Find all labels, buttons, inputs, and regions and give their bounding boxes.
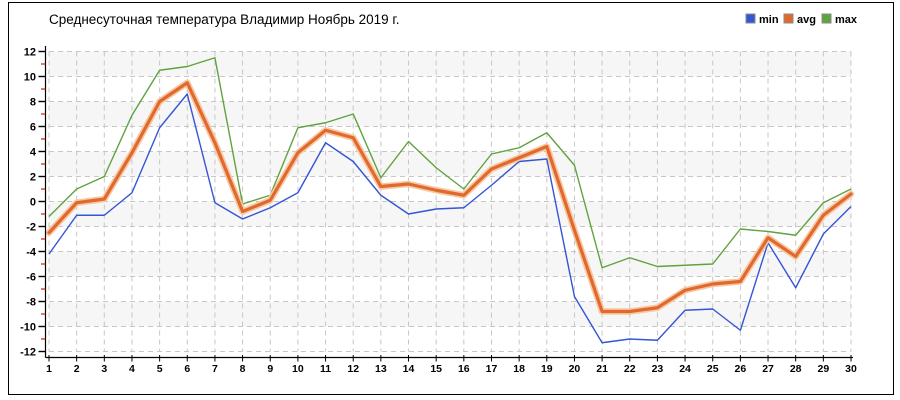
legend-swatch-min [745,13,756,24]
x-tick-label: 22 [624,363,636,375]
x-tick-label: 5 [157,363,163,375]
x-tick-label: 11 [320,363,331,375]
plot-band [49,201,851,227]
x-tick-label: 23 [652,363,664,375]
x-tick-label: 13 [375,363,387,375]
x-tick-label: 28 [790,363,802,375]
x-tick-label: 25 [707,363,719,375]
y-tick-label: 6 [30,122,36,134]
x-tick-label: 9 [267,363,273,375]
legend-item-max[interactable]: max [821,13,858,26]
x-tick-label: 18 [513,363,525,375]
legend: min avg max [745,13,858,26]
series-avg-line [47,81,853,314]
x-tick-label: 16 [458,363,470,375]
x-tick-label: 20 [569,363,581,375]
x-tick-label: 8 [240,363,246,375]
y-tick-label: -4 [26,247,37,259]
x-tick-label: 3 [101,363,107,375]
series-min-line [48,93,852,344]
x-tick-label: 6 [184,363,190,375]
y-tick-label: 2 [30,172,36,184]
x-tick-label: 12 [347,363,359,375]
series-max-line [48,57,852,269]
y-tick-label: 10 [24,72,36,84]
x-tick-label: 7 [212,363,218,375]
x-tick-label: 30 [845,363,857,375]
legend-swatch-avg [783,13,794,24]
y-tick-label: 12 [24,47,36,59]
x-tick-label: 24 [679,363,691,375]
x-tick-label: 10 [292,363,304,375]
x-tick-label: 1 [46,363,52,375]
x-tick-label: 17 [486,363,498,375]
y-tick-label: -6 [26,272,36,284]
x-tick-label: 4 [129,363,135,375]
x-tick-label: 29 [818,363,830,375]
y-tick-label: 0 [30,197,36,209]
y-tick-label: -2 [26,222,36,234]
y-tick-label: 8 [30,97,36,109]
x-tick-label: 27 [762,363,774,375]
legend-item-min[interactable]: min [745,13,779,26]
plot-band [49,101,851,127]
y-tick-label: -12 [20,347,36,359]
plot-band [49,151,851,177]
x-tick-label: 14 [403,363,415,375]
legend-item-avg[interactable]: avg [783,13,816,26]
y-tick-label: -8 [26,297,36,309]
legend-label-max: max [835,14,858,26]
legend-label-min: min [759,14,779,26]
legend-label-avg: avg [797,14,816,26]
plot-background-bands [49,51,851,327]
y-tick-label: 4 [30,147,37,159]
x-tick-label: 26 [735,363,747,375]
plot-band [49,51,851,77]
x-tick-label: 19 [541,363,553,375]
data-series [45,57,855,344]
axis-ticks [38,50,852,362]
legend-swatch-max [821,13,832,24]
y-tick-label: -10 [20,322,36,334]
x-tick-label: 15 [430,363,442,375]
gridlines [48,51,852,352]
plot-band [49,301,851,327]
x-tick-label: 21 [596,363,608,375]
plot-band [49,251,851,277]
chart-title: Среднесуточная температура Владимир Нояб… [49,12,399,27]
x-tick-label: 2 [74,363,80,375]
